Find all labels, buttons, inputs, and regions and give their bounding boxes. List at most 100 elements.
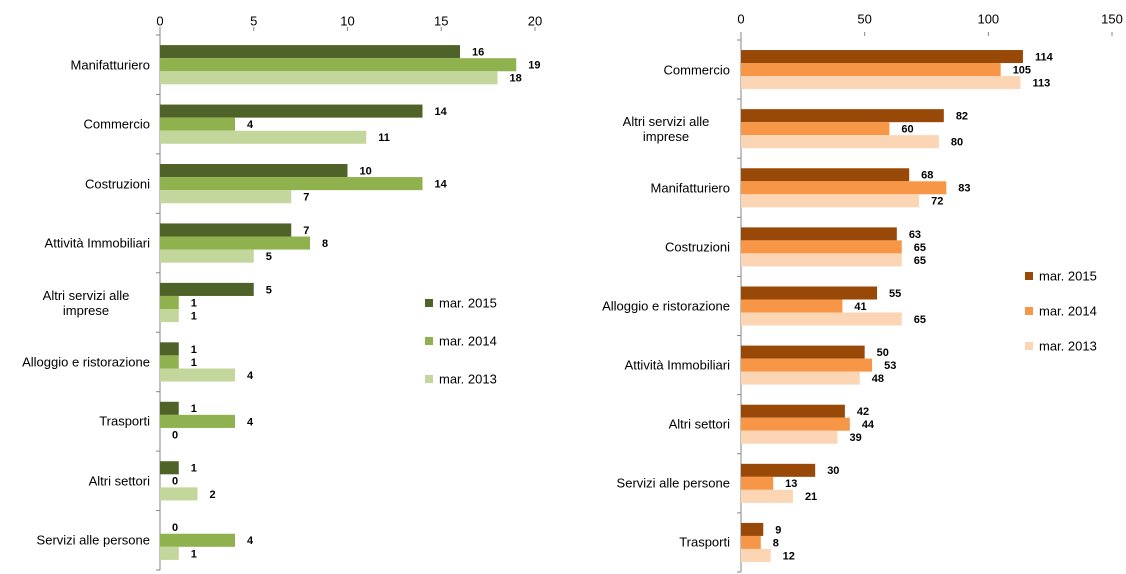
category-label: Altri servizi alle imprese (570, 114, 730, 144)
category-label: Servizi alle persone (0, 533, 150, 548)
x-tick-label: 100 (977, 11, 999, 26)
category-label: Costruzioni (0, 176, 150, 191)
category-text: Servizi alle persone (36, 532, 150, 548)
value-label: 39 (849, 432, 861, 444)
bar (741, 404, 845, 418)
category-label: Alloggio e ristorazione (0, 354, 150, 369)
value-label: 55 (889, 288, 901, 300)
value-label: 82 (956, 111, 968, 123)
bar (160, 117, 235, 131)
category-label: Altri servizi alle imprese (0, 288, 150, 318)
bar (741, 345, 865, 359)
category-text: Alloggio e ristorazione (22, 354, 150, 370)
bar (160, 71, 498, 85)
value-label: 63 (909, 229, 921, 241)
category-label: Costruzioni (570, 239, 730, 254)
category-text: Trasporti (99, 413, 150, 429)
bar (741, 548, 771, 562)
category-text: Alloggio e ristorazione (602, 298, 730, 314)
value-label: 12 (783, 550, 795, 562)
value-label: 65 (914, 255, 926, 267)
bar (160, 104, 423, 118)
bar (741, 240, 902, 254)
bar (160, 58, 517, 72)
value-label: 4 (247, 416, 254, 428)
bar (741, 522, 764, 536)
category-label: Altri settori (570, 417, 730, 432)
category-text: Altri servizi alle imprese (42, 287, 130, 318)
category-label: Trasporti (0, 414, 150, 429)
bar (160, 130, 367, 144)
category-label: Trasporti (570, 535, 730, 550)
x-tick-label: 5 (250, 13, 257, 28)
bar (741, 535, 761, 549)
value-label: 80 (951, 137, 963, 149)
category-text: Attività Immobiliari (44, 235, 150, 251)
bar (741, 489, 793, 503)
bar (741, 299, 843, 313)
legend-swatch (1025, 342, 1033, 350)
value-label: 1 (191, 403, 197, 415)
value-label: 60 (901, 124, 913, 136)
value-label: 50 (877, 347, 889, 359)
x-tick-label: 20 (528, 13, 542, 28)
legend-swatch (1025, 272, 1033, 280)
category-text: Manifatturiero (650, 180, 730, 196)
category-text: Altri settori (668, 416, 730, 432)
bar (160, 414, 235, 428)
bar (160, 309, 179, 323)
value-label: 5 (266, 284, 272, 296)
value-label: 1 (191, 463, 197, 475)
value-label: 4 (247, 119, 254, 131)
value-label: 42 (857, 406, 869, 418)
bar (160, 177, 423, 191)
value-label: 65 (914, 314, 926, 326)
bar (160, 295, 179, 310)
bar (160, 163, 348, 178)
value-label: 0 (172, 476, 178, 488)
category-text: Manifatturiero (70, 57, 150, 73)
value-label: 0 (172, 522, 178, 534)
bar (741, 181, 947, 195)
value-label: 10 (360, 165, 372, 177)
value-label: 1 (191, 548, 197, 560)
value-label: 41 (854, 301, 866, 313)
x-tick-label: 50 (857, 11, 871, 26)
legend-label: mar. 2015 (1039, 268, 1097, 283)
bar (741, 227, 897, 241)
bar (160, 368, 235, 382)
value-label: 113 (1032, 77, 1050, 89)
category-label: Servizi alle persone (570, 476, 730, 491)
value-label: 1 (191, 344, 197, 356)
category-label: Attività Immobiliari (0, 236, 150, 251)
bar (160, 236, 310, 250)
category-label: Manifatturiero (570, 180, 730, 195)
value-label: 21 (805, 491, 817, 503)
value-label: 105 (1013, 64, 1031, 76)
value-label: 48 (872, 373, 884, 385)
bar (741, 430, 838, 444)
bar (741, 194, 920, 208)
value-label: 44 (862, 419, 875, 431)
value-label: 4 (247, 370, 254, 382)
value-label: 16 (472, 47, 484, 59)
legend-swatch (425, 337, 433, 345)
value-label: 19 (528, 60, 540, 72)
value-label: 7 (303, 225, 309, 237)
x-tick-label: 0 (737, 11, 744, 26)
value-label: 0 (172, 429, 178, 441)
bar (741, 286, 878, 300)
category-text: Commercio (663, 62, 730, 78)
value-label: 1 (191, 357, 197, 369)
value-label: 72 (931, 196, 943, 208)
x-tick-label: 0 (156, 13, 163, 28)
category-text: Altri settori (88, 473, 150, 489)
x-tick-label: 150 (1101, 11, 1123, 26)
value-label: 4 (247, 535, 254, 547)
bar (741, 476, 774, 490)
value-label: 5 (266, 251, 272, 263)
legend-swatch (425, 375, 433, 383)
bar (160, 342, 179, 356)
